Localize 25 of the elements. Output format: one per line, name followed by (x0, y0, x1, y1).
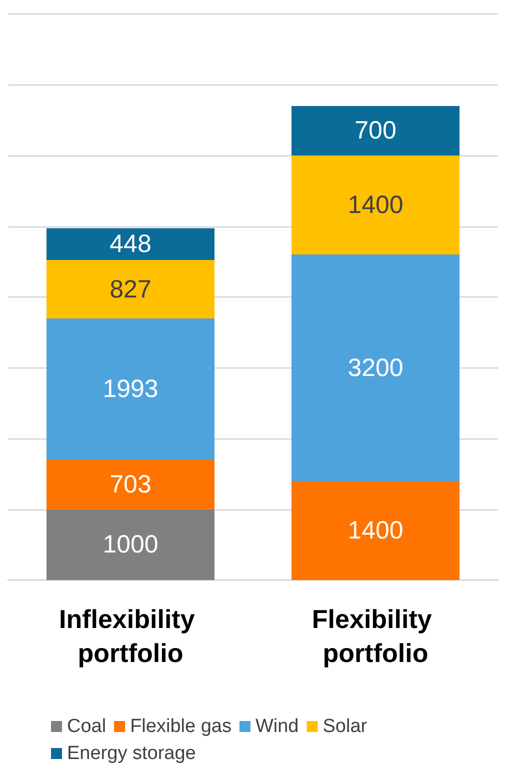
bar (292, 106, 460, 156)
bar (46, 228, 214, 260)
data-label: 703 (110, 470, 152, 498)
data-label: 1993 (102, 375, 158, 404)
data-label: 700 (354, 116, 396, 145)
data-label: 827 (110, 275, 152, 304)
legend-label: Coal (67, 716, 106, 737)
x-tick-label: Flexibility portfolio (312, 604, 440, 668)
data-label: 1400 (348, 516, 404, 544)
bar (46, 509, 214, 580)
bar (292, 254, 460, 481)
bar (46, 260, 214, 319)
bar (46, 318, 214, 460)
legend-label: Wind (255, 716, 299, 737)
legend-label: Energy storage (67, 743, 196, 764)
bar (292, 156, 460, 255)
data-label: 448 (110, 230, 152, 258)
data-label: 1000 (102, 530, 158, 559)
legend-label: Solar (322, 716, 368, 737)
legend-label: Flexible gas (130, 716, 232, 737)
bar (292, 480, 460, 580)
data-label: 3200 (348, 354, 404, 382)
data-label: 1400 (348, 191, 404, 220)
x-tick-label: Inflexibility portfolio (58, 604, 202, 668)
bar (46, 460, 214, 510)
